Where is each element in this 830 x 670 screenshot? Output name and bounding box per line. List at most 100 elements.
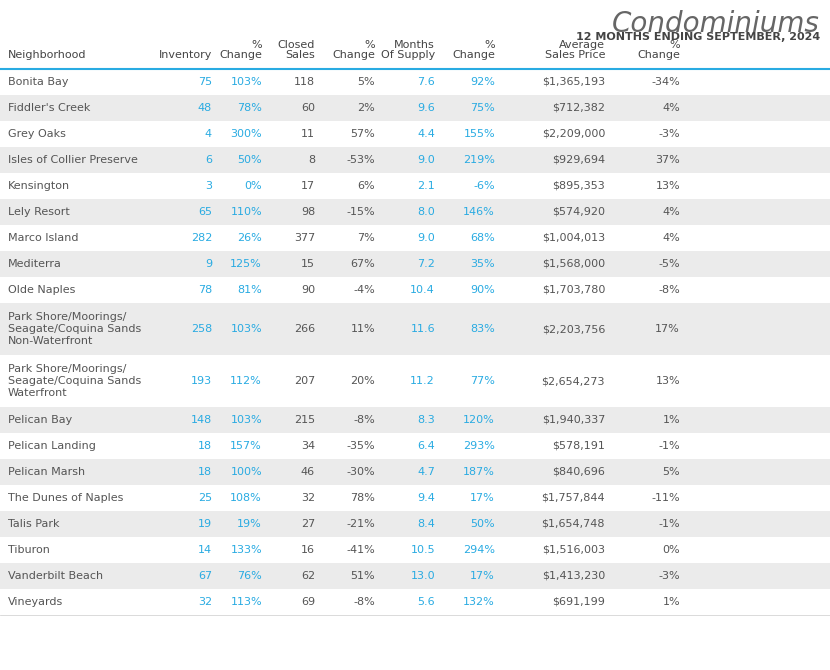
- Text: 113%: 113%: [231, 597, 262, 607]
- Text: 48: 48: [198, 103, 212, 113]
- Text: The Dunes of Naples: The Dunes of Naples: [8, 493, 124, 503]
- Text: 377: 377: [294, 233, 315, 243]
- Text: Tiburon: Tiburon: [8, 545, 50, 555]
- Text: Lely Resort: Lely Resort: [8, 207, 70, 217]
- Text: 10.5: 10.5: [410, 545, 435, 555]
- Text: 6%: 6%: [358, 181, 375, 191]
- Text: Vanderbilt Beach: Vanderbilt Beach: [8, 571, 103, 581]
- Text: -41%: -41%: [346, 545, 375, 555]
- Text: Grey Oaks: Grey Oaks: [8, 129, 66, 139]
- Text: 76%: 76%: [237, 571, 262, 581]
- Text: 11: 11: [301, 129, 315, 139]
- Text: 32: 32: [301, 493, 315, 503]
- Text: $1,413,230: $1,413,230: [542, 571, 605, 581]
- Text: Closed: Closed: [277, 40, 315, 50]
- Text: 8: 8: [308, 155, 315, 165]
- Text: 1%: 1%: [662, 415, 680, 425]
- Text: 62: 62: [301, 571, 315, 581]
- Text: 0%: 0%: [244, 181, 262, 191]
- Bar: [0, 589, 830, 615]
- Text: 18: 18: [198, 467, 212, 477]
- Text: 81%: 81%: [237, 285, 262, 295]
- Text: Isles of Collier Preserve: Isles of Collier Preserve: [8, 155, 138, 165]
- Text: 6.4: 6.4: [417, 441, 435, 451]
- Text: -3%: -3%: [658, 129, 680, 139]
- Text: Waterfront: Waterfront: [8, 388, 67, 398]
- Text: Olde Naples: Olde Naples: [8, 285, 76, 295]
- Text: 98: 98: [300, 207, 315, 217]
- Text: 219%: 219%: [463, 155, 495, 165]
- Text: Neighborhood: Neighborhood: [8, 50, 86, 60]
- Text: 10.4: 10.4: [410, 285, 435, 295]
- Text: 11.6: 11.6: [410, 324, 435, 334]
- Text: Pelican Bay: Pelican Bay: [8, 415, 72, 425]
- Bar: [0, 199, 830, 225]
- Text: Pelican Marsh: Pelican Marsh: [8, 467, 85, 477]
- Text: 266: 266: [294, 324, 315, 334]
- Text: 258: 258: [191, 324, 212, 334]
- Text: 17: 17: [301, 181, 315, 191]
- Text: -53%: -53%: [346, 155, 375, 165]
- Text: $2,209,000: $2,209,000: [542, 129, 605, 139]
- Text: 11%: 11%: [350, 324, 375, 334]
- Text: 75: 75: [198, 77, 212, 87]
- Text: 6: 6: [205, 155, 212, 165]
- Text: 19%: 19%: [237, 519, 262, 529]
- Text: 0%: 0%: [662, 545, 680, 555]
- Text: Months: Months: [394, 40, 435, 50]
- Bar: [0, 407, 830, 433]
- Text: 8.0: 8.0: [417, 207, 435, 217]
- Text: Vineyards: Vineyards: [8, 597, 63, 607]
- Text: 67: 67: [198, 571, 212, 581]
- Text: 50%: 50%: [471, 519, 495, 529]
- Bar: [0, 433, 830, 459]
- Text: 78: 78: [198, 285, 212, 295]
- Text: 293%: 293%: [463, 441, 495, 451]
- Bar: [0, 277, 830, 303]
- Text: 2.1: 2.1: [417, 181, 435, 191]
- Text: -5%: -5%: [658, 259, 680, 269]
- Text: -35%: -35%: [346, 441, 375, 451]
- Text: Of Supply: Of Supply: [381, 50, 435, 60]
- Text: 7%: 7%: [357, 233, 375, 243]
- Text: 120%: 120%: [463, 415, 495, 425]
- Text: 7.6: 7.6: [417, 77, 435, 87]
- Text: 5.6: 5.6: [417, 597, 435, 607]
- Text: 37%: 37%: [655, 155, 680, 165]
- Text: $1,568,000: $1,568,000: [542, 259, 605, 269]
- Text: Sales: Sales: [286, 50, 315, 60]
- Text: 20%: 20%: [350, 376, 375, 386]
- Text: 157%: 157%: [230, 441, 262, 451]
- Text: 193: 193: [191, 376, 212, 386]
- Text: $712,382: $712,382: [552, 103, 605, 113]
- Text: $1,654,748: $1,654,748: [541, 519, 605, 529]
- Bar: [0, 355, 830, 407]
- Text: Park Shore/Moorings/: Park Shore/Moorings/: [8, 364, 126, 374]
- Bar: [0, 511, 830, 537]
- Text: 187%: 187%: [463, 467, 495, 477]
- Text: 13%: 13%: [656, 181, 680, 191]
- Text: Condominiums: Condominiums: [613, 10, 820, 38]
- Text: 215: 215: [294, 415, 315, 425]
- Text: Sales Price: Sales Price: [544, 50, 605, 60]
- Text: -8%: -8%: [354, 415, 375, 425]
- Text: 35%: 35%: [471, 259, 495, 269]
- Text: $929,694: $929,694: [552, 155, 605, 165]
- Text: 103%: 103%: [231, 415, 262, 425]
- Text: $2,654,273: $2,654,273: [541, 376, 605, 386]
- Text: -15%: -15%: [346, 207, 375, 217]
- Text: $1,516,003: $1,516,003: [542, 545, 605, 555]
- Text: %: %: [669, 40, 680, 50]
- Text: $840,696: $840,696: [552, 467, 605, 477]
- Bar: [0, 563, 830, 589]
- Text: $895,353: $895,353: [552, 181, 605, 191]
- Text: 78%: 78%: [350, 493, 375, 503]
- Text: 4: 4: [205, 129, 212, 139]
- Text: 1%: 1%: [662, 597, 680, 607]
- Text: -8%: -8%: [354, 597, 375, 607]
- Text: Mediterra: Mediterra: [8, 259, 62, 269]
- Text: Inventory: Inventory: [159, 50, 212, 60]
- Text: 83%: 83%: [471, 324, 495, 334]
- Text: Park Shore/Moorings/: Park Shore/Moorings/: [8, 312, 126, 322]
- Text: 19: 19: [198, 519, 212, 529]
